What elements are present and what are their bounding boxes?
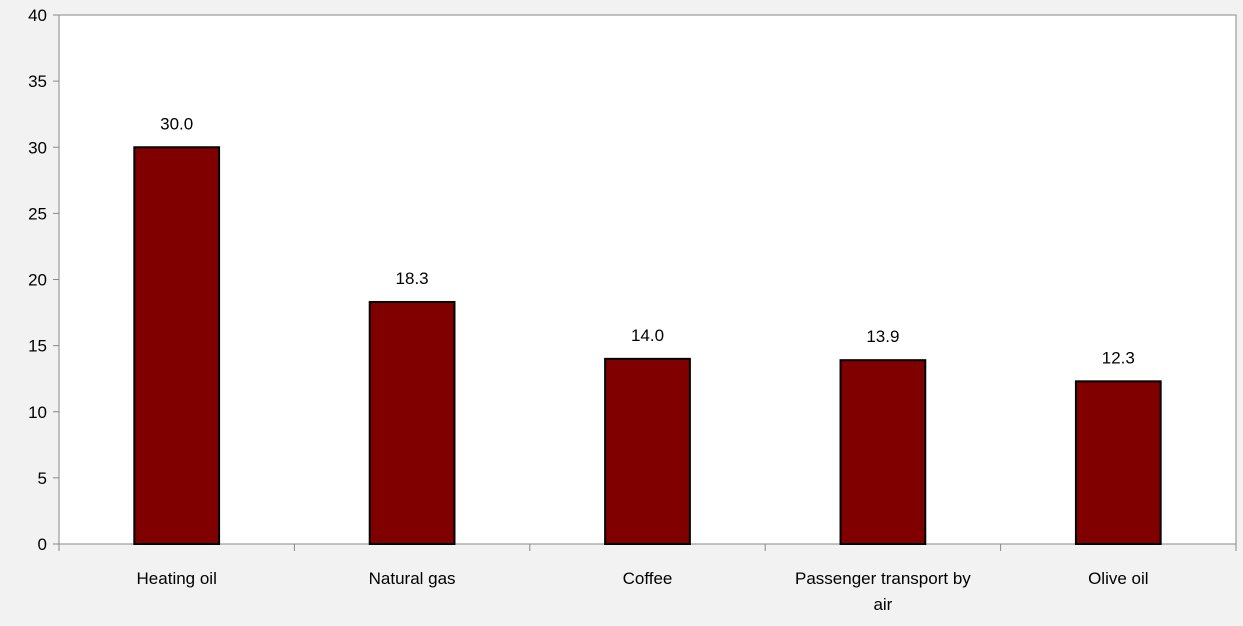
y-tick-label: 20	[28, 271, 47, 290]
y-tick-label: 5	[38, 469, 47, 488]
y-tick-label: 15	[28, 337, 47, 356]
x-category-label: Olive oil	[1088, 569, 1148, 588]
bar-value-label: 14.0	[631, 326, 664, 345]
bar	[368, 300, 456, 546]
y-tick-label: 30	[28, 138, 47, 157]
bar-value-label: 12.3	[1102, 348, 1135, 367]
bar-value-label: 30.0	[160, 114, 193, 133]
y-tick-label: 10	[28, 403, 47, 422]
data-labels-group: 30.0 18.3 14.0 13.9 12.3	[160, 114, 1135, 367]
bar	[133, 146, 221, 545]
x-category-label: Passenger transport by air	[795, 569, 971, 614]
bar	[604, 357, 691, 545]
bar-value-label: 13.9	[866, 327, 899, 346]
bar	[1074, 380, 1162, 545]
x-category-label: Natural gas	[369, 569, 456, 588]
y-tick-label: 35	[28, 72, 47, 91]
y-tick-label: 25	[28, 204, 47, 223]
bar-value-label: 18.3	[396, 269, 429, 288]
y-tick-label: 0	[38, 535, 47, 554]
x-category-label: Heating oil	[137, 569, 217, 588]
x-axis: Heating oil Natural gas Coffee Passenger tr…	[58, 543, 1237, 614]
y-tick-label: 40	[28, 6, 47, 25]
bars-group	[133, 146, 1162, 546]
bar	[839, 359, 927, 545]
y-axis: 0 5 10 15 20 25 30 35 40	[28, 6, 60, 554]
x-category-label: Coffee	[623, 569, 673, 588]
